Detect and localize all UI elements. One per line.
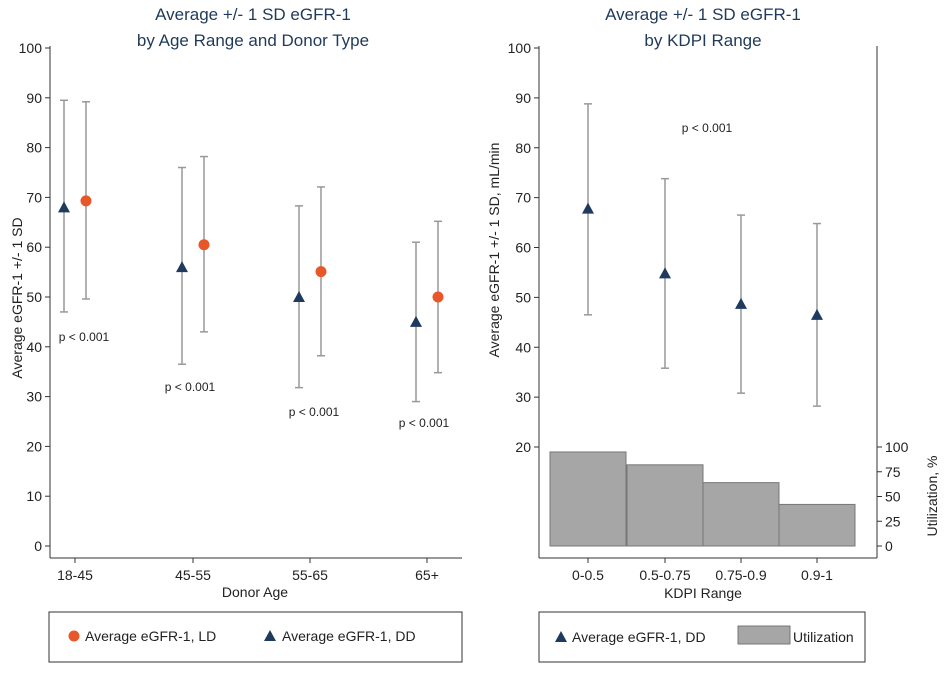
right-legend-utilization-swatch xyxy=(737,625,791,645)
right-utilization-label: Utilization, % xyxy=(924,456,940,537)
right-x-tick-label: 0-0.5 xyxy=(572,567,604,583)
right-dd-point xyxy=(582,202,594,214)
right-legend-utilization-label: Utilization xyxy=(793,629,854,645)
right-y-tick-label: 90 xyxy=(515,90,531,106)
left-legend-dd-label: Average eGFR-1, DD xyxy=(282,628,416,644)
right-y-tick-label: 100 xyxy=(508,40,532,56)
right-utilization-tick-label: 75 xyxy=(885,464,901,480)
left-legend-dd-marker xyxy=(264,630,276,641)
right-dd-point xyxy=(811,308,823,320)
left-pvalue-annotation: p < 0.001 xyxy=(289,405,340,419)
left-plot-area: 0 10 20 30 40 50 60 70 80 90 100 18-45 45-55 55-65 65+… xyxy=(19,40,462,583)
left-dd-point xyxy=(176,261,188,273)
left-ld-point xyxy=(198,239,210,251)
right-utilization-bar xyxy=(702,482,780,547)
right-utilization-tick-label: 100 xyxy=(885,439,909,455)
right-legend-dd-marker xyxy=(555,631,567,642)
left-pvalue-annotation: p < 0.001 xyxy=(165,380,216,394)
left-y-tick-label: 20 xyxy=(26,438,42,454)
left-legend-box xyxy=(48,611,463,663)
left-y-tick-label: 80 xyxy=(26,140,42,156)
left-y-tick-label: 90 xyxy=(26,90,42,106)
right-dd-point xyxy=(659,267,671,279)
right-xlabel: KDPI Range xyxy=(664,585,742,601)
left-ld-point xyxy=(80,195,92,207)
left-y-tick-label: 10 xyxy=(26,488,42,504)
left-pvalue-annotation: p < 0.001 xyxy=(59,330,110,344)
left-legend-ld-marker xyxy=(68,630,80,642)
left-ylabel: Average eGFR-1 +/- 1 SD xyxy=(9,217,25,378)
left-ld-point xyxy=(432,291,444,303)
left-y-tick-label: 60 xyxy=(26,239,42,255)
right-y-tick-label: 50 xyxy=(515,289,531,305)
right-y-tick-label: 60 xyxy=(515,240,531,256)
right-y-tick-label: 20 xyxy=(515,439,531,455)
right-legend-box xyxy=(538,611,866,663)
left-dd-point xyxy=(293,291,305,302)
right-utilization-bar xyxy=(626,464,704,547)
right-y-tick-label: 70 xyxy=(515,190,531,206)
left-y-tick-label: 50 xyxy=(26,289,42,305)
left-title-line1: Average +/- 1 SD eGFR-1 xyxy=(155,5,351,24)
left-y-tick-label: 100 xyxy=(19,40,43,56)
right-x-tick-label: 0.9-1 xyxy=(801,567,833,583)
left-y-tick-label: 30 xyxy=(26,389,42,405)
right-pvalue-annotation: p < 0.001 xyxy=(682,121,733,135)
right-utilization-tick-label: 25 xyxy=(885,513,901,529)
left-dd-point xyxy=(58,201,70,213)
left-pvalue-annotation: p < 0.001 xyxy=(399,416,450,430)
right-utilization-bar xyxy=(778,503,856,547)
left-title-line2: by Age Range and Donor Type xyxy=(137,31,369,50)
left-x-tick-label: 55-65 xyxy=(292,567,328,583)
right-y-tick-label: 40 xyxy=(515,339,531,355)
right-utilization-tick-label: 50 xyxy=(885,489,901,505)
right-x-tick-label: 0.75-0.9 xyxy=(715,567,767,583)
left-x-tick-label: 45-55 xyxy=(175,567,211,583)
left-y-tick-label: 40 xyxy=(26,339,42,355)
right-title-line1: Average +/- 1 SD eGFR-1 xyxy=(605,5,801,24)
left-ld-point xyxy=(315,266,327,278)
right-dd-point xyxy=(735,297,747,309)
right-x-tick-label: 0.5-0.75 xyxy=(639,567,691,583)
right-ylabel: Average eGFR-1 +/- 1 SD, mL/min xyxy=(486,143,502,358)
left-legend-ld-label: Average eGFR-1, LD xyxy=(85,628,216,644)
left-dd-point xyxy=(410,315,422,327)
right-y-tick-label: 30 xyxy=(515,389,531,405)
right-utilization-bar xyxy=(549,451,627,547)
right-utilization-tick-label: 0 xyxy=(885,538,893,554)
left-x-tick-label: 65+ xyxy=(415,567,439,583)
left-xlabel: Donor Age xyxy=(222,584,288,600)
left-y-tick-label: 0 xyxy=(34,538,42,554)
left-x-tick-label: 18-45 xyxy=(57,567,93,583)
left-y-tick-label: 70 xyxy=(26,189,42,205)
right-y-tick-label: 80 xyxy=(515,140,531,156)
right-title-line2: by KDPI Range xyxy=(644,31,761,50)
right-legend-dd-label: Average eGFR-1, DD xyxy=(572,629,706,645)
right-plot-area: 20 30 40 50 60 70 80 90 100 0 25 50 75 100 0-0.5 0.5-0.… xyxy=(508,40,909,583)
